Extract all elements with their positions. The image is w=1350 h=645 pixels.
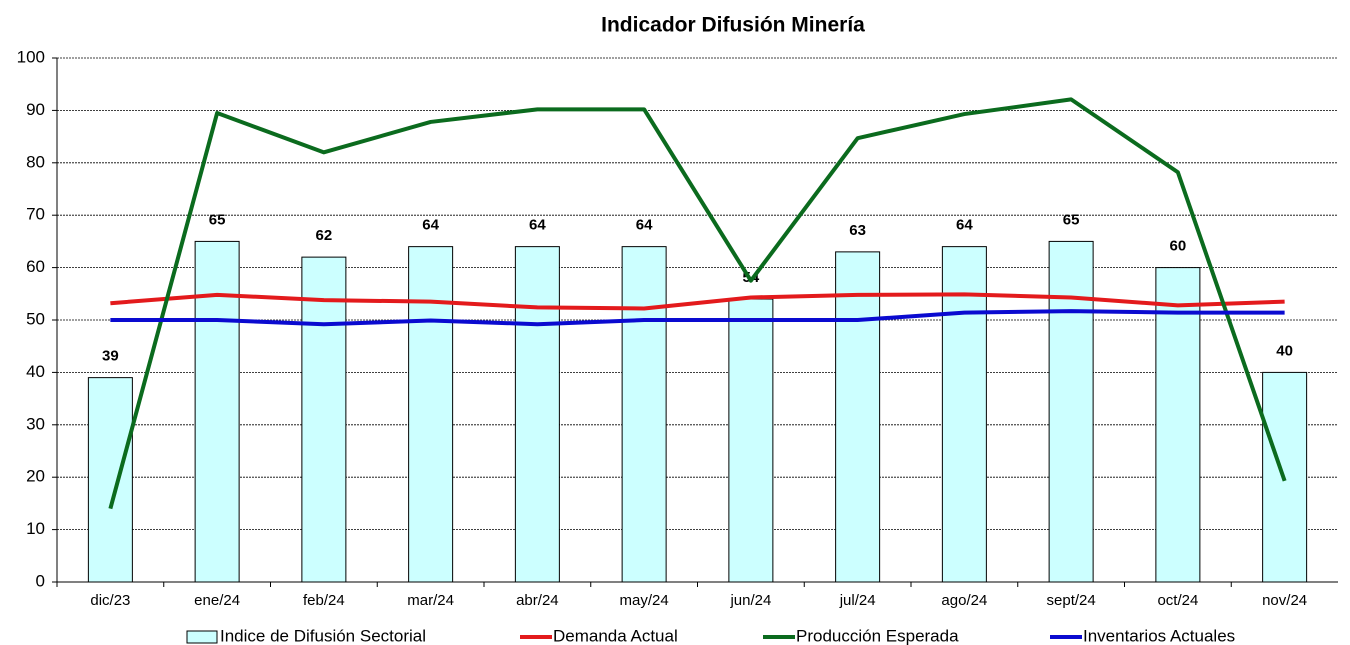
y-tick-label: 80: [26, 152, 45, 171]
bar: [728, 298, 774, 583]
x-tick-label: ago/24: [941, 592, 987, 609]
y-tick-label: 20: [26, 467, 45, 486]
bar: [87, 377, 133, 583]
bar: [301, 256, 347, 583]
chart-title: Indicador Difusión Minería: [601, 14, 865, 37]
x-tick-label: dic/23: [90, 592, 130, 609]
legend-label: Producción Esperada: [796, 626, 959, 645]
x-tick-label: may/24: [620, 592, 669, 609]
legend-label: Demanda Actual: [553, 626, 678, 645]
data-label: 40: [1276, 342, 1293, 359]
data-label: 64: [422, 217, 439, 234]
line: [110, 292, 1285, 311]
bar: [941, 246, 987, 583]
x-tick-label: abr/24: [516, 592, 559, 609]
data-label: 62: [316, 227, 333, 244]
x-tick-label: nov/24: [1262, 592, 1307, 609]
y-tick-label: 70: [26, 205, 45, 224]
y-tick-label: 10: [26, 519, 45, 538]
bar: [1048, 240, 1094, 583]
x-tick-label: ene/24: [194, 592, 240, 609]
data-label: 63: [849, 222, 866, 239]
line: [110, 309, 1285, 327]
x-tick-label: jul/24: [839, 592, 876, 609]
x-tick-label: oct/24: [1157, 592, 1198, 609]
y-tick-label: 0: [36, 571, 45, 590]
bar: [514, 246, 560, 583]
y-tick-label: 90: [26, 100, 45, 119]
data-label: 64: [956, 217, 973, 234]
bar: [835, 251, 881, 583]
data-label: 64: [529, 217, 546, 234]
bar: [408, 246, 454, 583]
x-tick-label: feb/24: [303, 592, 345, 609]
legend-label: Inventarios Actuales: [1083, 626, 1235, 645]
x-tick-label: sept/24: [1047, 592, 1096, 609]
data-label: 65: [209, 211, 226, 228]
data-label: 39: [102, 348, 119, 365]
y-tick-label: 100: [17, 47, 45, 66]
bar: [621, 246, 667, 583]
line: [108, 97, 1287, 510]
bar: [1155, 267, 1201, 583]
y-tick-label: 40: [26, 362, 45, 381]
y-tick-label: 30: [26, 414, 45, 433]
data-label: 60: [1170, 238, 1187, 255]
x-tick-label: mar/24: [407, 592, 454, 609]
legend-swatch: [186, 630, 218, 644]
x-tick-label: jun/24: [729, 592, 771, 609]
data-label: 65: [1063, 211, 1080, 228]
y-tick-label: 60: [26, 257, 45, 276]
legend-label: Indice de Difusión Sectorial: [220, 626, 426, 645]
bar: [194, 240, 240, 583]
y-tick-label: 50: [26, 309, 45, 328]
data-label: 64: [636, 217, 653, 234]
